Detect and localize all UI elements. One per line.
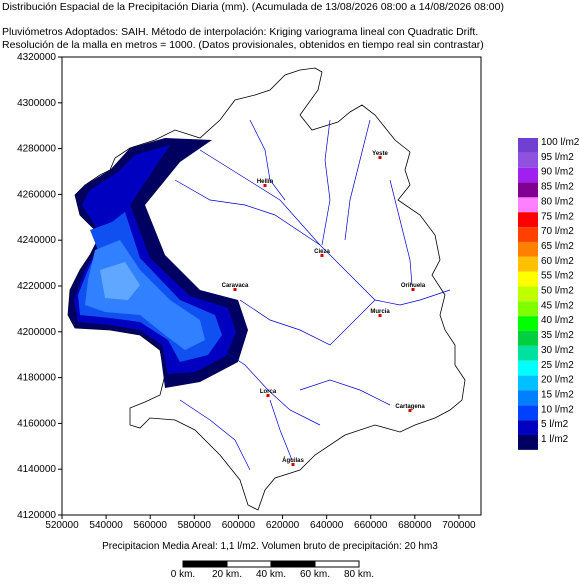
legend-label: 100 l/m2 — [541, 137, 580, 148]
legend-label: 25 l/m2 — [541, 360, 574, 371]
legend-swatch — [518, 331, 538, 346]
legend-swatch — [518, 241, 538, 257]
title: Distribución Espacial de la Precipitació… — [2, 1, 504, 13]
legend-label: 65 l/m2 — [541, 241, 574, 252]
y-tick-label: 4320000 — [17, 52, 56, 63]
legend-swatch — [518, 227, 538, 242]
city-label: Águilas — [282, 457, 304, 464]
y-tick-label: 4140000 — [17, 464, 56, 475]
x-tick-label: 520000 — [45, 520, 79, 531]
precip-20 — [100, 262, 140, 300]
legend-label: 45 l/m2 — [541, 300, 574, 311]
legend-label: 75 l/m2 — [541, 211, 574, 222]
legend-swatch — [518, 360, 538, 376]
y-tick-label: 4260000 — [17, 189, 56, 200]
legend-label: 30 l/m2 — [541, 345, 574, 356]
legend-label: 85 l/m2 — [541, 182, 574, 193]
legend-swatch — [518, 271, 538, 287]
city-label: Cartagena — [395, 404, 425, 410]
y-tick-label: 4180000 — [17, 373, 56, 384]
legend-label: 90 l/m2 — [541, 167, 574, 178]
legend-label: 70 l/m2 — [541, 226, 574, 237]
scale-label: 40 km. — [256, 569, 286, 580]
legend-label: 80 l/m2 — [541, 196, 574, 207]
scale-segment — [270, 560, 316, 568]
legend-label: 50 l/m2 — [541, 286, 574, 297]
legend-swatch — [518, 138, 538, 153]
city-marker — [263, 184, 267, 187]
city-marker — [411, 288, 415, 291]
legend-label: 15 l/m2 — [541, 389, 574, 400]
city-label: Caravaca — [222, 283, 249, 289]
city-label: Cieza — [314, 249, 330, 255]
x-tick-label: 680000 — [398, 520, 432, 531]
subtitle: Resolución de la malla en metros = 1000.… — [2, 39, 484, 51]
footer: Precipitacion Media Areal: 1,1 l/m2. Vol… — [102, 541, 438, 552]
y-tick-label: 4120000 — [17, 510, 56, 521]
legend-swatch — [518, 316, 538, 332]
city-marker — [378, 314, 382, 317]
rivers — [174, 119, 451, 471]
legend-swatch — [518, 256, 538, 272]
legend-label: 95 l/m2 — [541, 152, 574, 163]
legend-swatch — [518, 286, 538, 302]
legend-swatch — [518, 167, 538, 183]
legend-label: 1 l/m2 — [541, 434, 569, 445]
scale-label: 80 km. — [344, 569, 374, 580]
legend-label: 35 l/m2 — [541, 330, 574, 341]
city-marker — [320, 254, 324, 257]
legend-swatch — [518, 390, 538, 406]
legend-swatch — [518, 405, 538, 421]
legend-swatch — [518, 212, 538, 228]
legend-swatch — [518, 435, 538, 450]
legend-label: 55 l/m2 — [541, 271, 574, 282]
scale-label: 60 km. — [300, 569, 330, 580]
legend-swatch — [518, 182, 538, 198]
city-marker — [378, 156, 382, 159]
basin — [67, 67, 466, 511]
y-tick-label: 4220000 — [17, 281, 56, 292]
x-tick-label: 660000 — [354, 520, 388, 531]
legend-label: 10 l/m2 — [541, 404, 574, 415]
y-tick-label: 4300000 — [17, 98, 56, 109]
city-label: Hellín — [257, 179, 274, 185]
legend-swatch — [518, 345, 538, 361]
x-tick-label: 540000 — [89, 520, 123, 531]
legend-swatch — [518, 152, 538, 168]
y-tick-label: 4200000 — [17, 327, 56, 338]
legend-swatch — [518, 375, 538, 391]
y-tick-label: 4280000 — [17, 144, 56, 155]
y-tick-label: 4160000 — [17, 418, 56, 429]
city-label: Murcia — [370, 309, 390, 315]
subtitle: Pluviómetros Adoptados: SAIH. Método de … — [2, 26, 478, 38]
city-marker — [233, 288, 237, 291]
x-tick-label: 560000 — [134, 520, 168, 531]
x-tick-label: 640000 — [310, 520, 344, 531]
x-tick-label: 580000 — [178, 520, 212, 531]
city-marker — [291, 463, 295, 466]
scale-segment — [182, 560, 228, 568]
city-marker — [408, 409, 412, 412]
legend-swatch — [518, 197, 538, 213]
legend-swatch — [518, 301, 538, 317]
y-tick-label: 4240000 — [17, 235, 56, 246]
legend-label: 60 l/m2 — [541, 256, 574, 267]
city-label: Yeste — [372, 151, 388, 157]
legend-label: 40 l/m2 — [541, 315, 574, 326]
scale-segment — [314, 560, 360, 568]
city-label: Orihuela — [401, 283, 426, 289]
legend-label: 20 l/m2 — [541, 375, 574, 386]
scale-label: 0 km. — [171, 569, 195, 580]
scale-segment — [226, 560, 272, 568]
x-tick-label: 700000 — [442, 520, 476, 531]
city-marker — [266, 394, 270, 397]
scale-label: 20 km. — [212, 569, 242, 580]
city-label: Lorca — [260, 389, 277, 395]
legend-swatch — [518, 420, 538, 435]
x-tick-label: 620000 — [266, 520, 300, 531]
x-tick-label: 600000 — [222, 520, 256, 531]
legend-label: 5 l/m2 — [541, 419, 569, 430]
